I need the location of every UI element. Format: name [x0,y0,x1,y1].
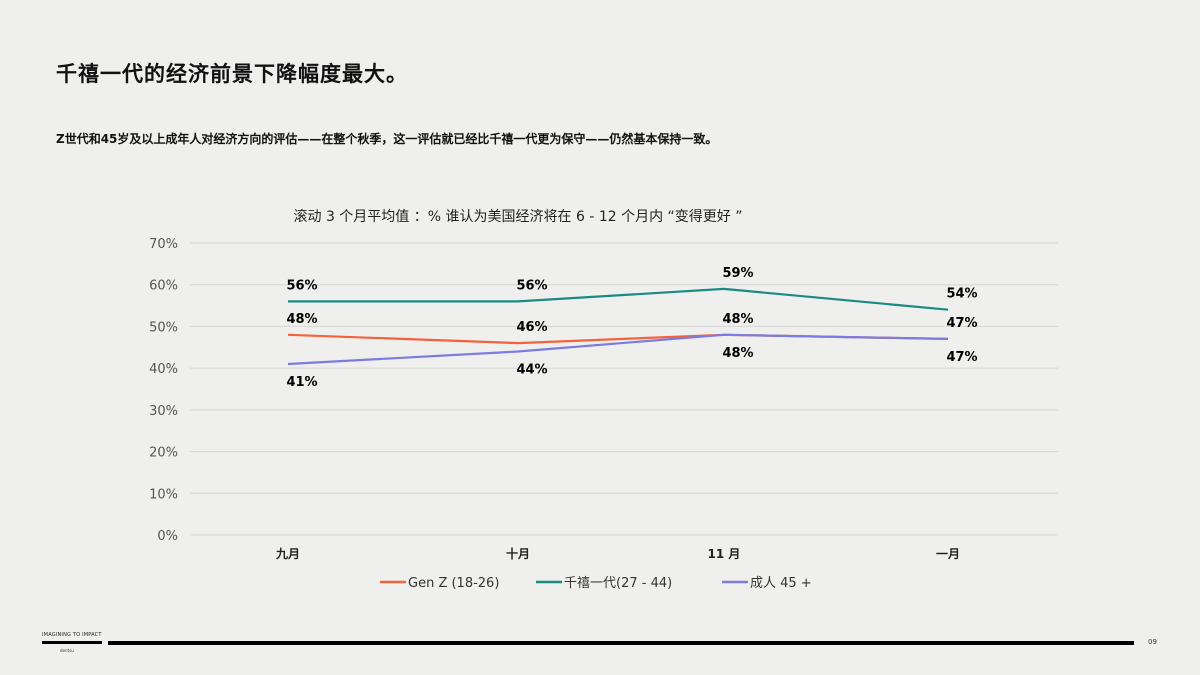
series-line [288,287,949,311]
line-chart: 滚动 3 个月平均值 ：% 谁认为美国经济将在 6 - 12 个月内 “变得更好… [149,208,1058,591]
data-labels: 48% 46% 48% 47% 56% 56% 59% 54% 41% 44% 48% 47% [286,266,977,390]
page-title: 千禧一代的经济前景下降幅度最大。 [56,62,408,86]
data-label: 47% [946,350,977,365]
footer-logo: IMAGINING TO IMPACT [42,632,102,638]
y-tick-label: 10% [149,487,178,502]
page-subtitle: Z世代和45岁及以上成年人对经济方向的评估——在整个秋季，这一评估就已经比千禧一… [56,132,718,146]
x-axis: 九月 十月 11 月 一月 [275,546,960,561]
y-tick-label: 0% [157,529,178,544]
y-tick-label: 70% [149,237,178,252]
y-axis: 0% 10% 20% 30% 40% 50% 60% 70% [149,237,178,544]
legend-label: 千禧一代(27 - 44) [564,576,672,591]
footer-rule [108,641,1134,645]
data-label: 41% [286,375,317,390]
x-tick-label: 11 月 [708,547,741,561]
data-label: 48% [722,346,753,361]
data-label: 56% [516,278,547,293]
x-tick-label: 九月 [275,546,300,561]
chart-legend: Gen Z (18-26) 千禧一代(27 - 44) 成人 45 + [380,576,812,591]
data-label: 54% [946,287,977,302]
series-line [287,333,949,366]
x-tick-label: 十月 [506,546,530,561]
legend-label: 成人 45 + [750,576,812,591]
legend-label: Gen Z (18-26) [408,576,499,591]
y-tick-label: 40% [149,362,178,377]
data-label: 56% [286,278,317,293]
data-label: 44% [516,362,547,377]
y-tick-label: 60% [149,279,178,294]
y-tick-label: 20% [149,446,178,461]
y-tick-label: 50% [149,320,178,335]
footer-logo-sub: dentsu [60,648,74,653]
footer-rule-left [42,641,102,644]
data-label: 48% [722,312,753,327]
data-label: 59% [722,266,753,281]
chart-title: 滚动 3 个月平均值 ：% 谁认为美国经济将在 6 - 12 个月内 “变得更好… [294,208,743,225]
page-number: 09 [1148,638,1157,646]
x-tick-label: 一月 [936,547,960,561]
chart-series [287,287,949,366]
data-label: 46% [516,320,547,335]
data-label: 47% [946,316,977,331]
chart-grid [190,242,1058,536]
data-label: 48% [286,312,317,327]
y-tick-label: 30% [149,404,178,419]
